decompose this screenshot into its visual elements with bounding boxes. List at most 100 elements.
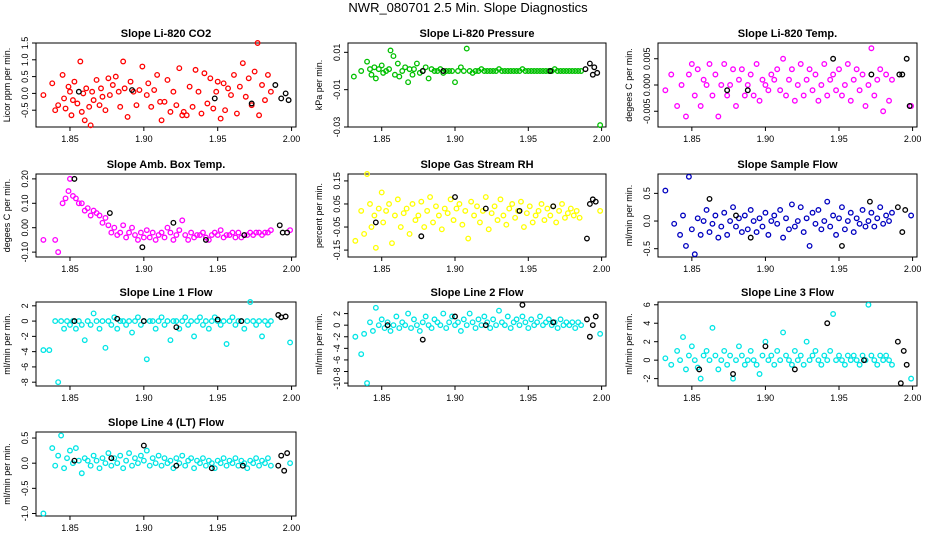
data-point-black <box>516 207 523 214</box>
data-point <box>868 45 875 52</box>
data-point <box>152 460 159 467</box>
data-point <box>662 187 669 194</box>
data-point-black <box>838 242 845 249</box>
data-point <box>468 198 475 205</box>
data-point <box>137 452 144 459</box>
data-point <box>883 352 890 359</box>
data-point-black <box>440 68 447 74</box>
data-point <box>522 68 529 74</box>
data-point <box>137 321 144 328</box>
data-point <box>52 107 59 114</box>
data-point <box>712 71 719 78</box>
data-point <box>244 465 251 472</box>
data-point <box>688 226 695 233</box>
data-point <box>158 229 165 236</box>
data-point <box>674 347 681 354</box>
data-point <box>199 455 206 462</box>
x-tick-label: 1.85 <box>683 393 701 403</box>
data-point <box>192 66 199 73</box>
data-point <box>220 455 227 462</box>
y-tick-label: 0.15 <box>332 172 342 190</box>
data-point <box>256 112 263 119</box>
data-point <box>759 352 766 359</box>
data-point <box>759 76 766 83</box>
x-tick-label: 1.95 <box>520 264 538 274</box>
data-point <box>744 226 751 233</box>
y-tick-label: -2 <box>332 333 342 341</box>
data-point <box>207 75 214 82</box>
data-point-black <box>129 87 135 93</box>
plot-frame <box>657 301 918 387</box>
data-point <box>703 207 710 213</box>
data-point <box>440 310 447 317</box>
data-point <box>685 71 692 78</box>
data-point <box>223 232 230 238</box>
data-point <box>99 455 106 462</box>
data-point-black <box>140 318 147 325</box>
data-point <box>371 212 378 219</box>
data-point <box>803 215 810 222</box>
data-point <box>422 313 429 320</box>
data-point <box>202 462 209 469</box>
data-point <box>768 218 775 224</box>
data-point <box>721 209 728 216</box>
data-point <box>167 457 174 464</box>
data-point <box>123 234 130 241</box>
data-point <box>256 318 263 325</box>
data-point <box>750 218 757 224</box>
data-point <box>384 319 391 326</box>
x-tick-label: 1.90 <box>757 264 775 274</box>
data-point <box>232 321 239 328</box>
data-point <box>188 229 195 236</box>
x-tick-label: 1.85 <box>373 264 391 274</box>
data-point <box>733 357 739 364</box>
data-point <box>386 66 392 73</box>
data-point <box>668 361 675 368</box>
data-point <box>762 82 769 88</box>
data-point <box>59 71 66 78</box>
data-point <box>67 88 73 95</box>
data-point <box>416 328 423 334</box>
data-point-black <box>282 90 289 97</box>
data-point <box>253 455 260 462</box>
data-point <box>164 318 171 325</box>
data-point <box>262 460 268 467</box>
data-point <box>460 68 467 74</box>
data-point <box>542 319 549 326</box>
chart-title: Slope Sample Flow <box>737 159 838 171</box>
data-point-black <box>281 467 288 474</box>
data-point <box>411 66 417 73</box>
x-tick-label: 1.90 <box>135 393 153 403</box>
data-point <box>809 352 816 359</box>
data-point <box>886 357 892 364</box>
data-point <box>800 361 807 368</box>
data-point <box>730 66 737 73</box>
data-point <box>59 200 66 207</box>
data-point <box>239 60 246 67</box>
data-point <box>490 68 497 74</box>
data-point <box>129 224 135 231</box>
data-point <box>531 68 538 74</box>
data-point <box>375 205 382 212</box>
data-point <box>724 361 731 368</box>
data-point <box>176 325 183 332</box>
data-point <box>158 462 165 469</box>
data-point <box>102 460 109 467</box>
data-point <box>449 68 456 74</box>
data-point <box>525 68 532 74</box>
data-point <box>143 227 150 234</box>
data-point <box>129 462 135 469</box>
data-point <box>838 357 845 364</box>
data-point-black <box>139 244 146 251</box>
data-point <box>457 64 464 71</box>
data-point <box>556 207 563 214</box>
data-point <box>677 231 684 238</box>
data-point <box>90 310 97 317</box>
data-point <box>877 66 884 73</box>
data-point <box>180 108 187 115</box>
data-point <box>149 455 156 462</box>
data-point <box>838 204 845 211</box>
data-point <box>747 71 754 78</box>
data-point <box>158 314 165 321</box>
data-point <box>733 223 739 230</box>
